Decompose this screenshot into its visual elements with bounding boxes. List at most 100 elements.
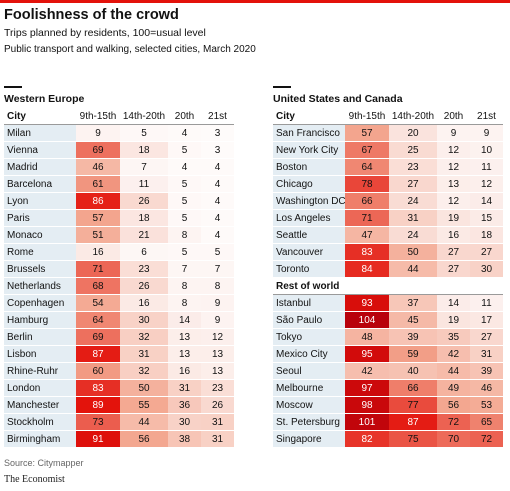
table-row: Copenhagen 54 16 8 9 [4,295,234,312]
heat-cell: 13 [168,346,201,363]
table-row: Seattle 47 24 16 18 [273,227,503,244]
heat-cell: 64 [76,312,120,329]
heat-cell: 82 [345,431,389,448]
table-row: Boston 64 23 12 11 [273,159,503,176]
heat-cell: 27 [470,329,503,346]
heat-cell: 56 [120,431,168,448]
heatmap-table: City 9th-15th 14th-20th 20th 21st San Fr… [273,109,503,448]
city-label: New York City [273,142,345,159]
heat-cell: 4 [201,227,234,244]
heat-cell: 14 [437,295,470,312]
column-header-city: City [4,109,76,125]
heat-cell: 69 [76,329,120,346]
heat-cell: 44 [389,261,437,278]
heat-cell: 5 [120,125,168,142]
city-label: Boston [273,159,345,176]
table-row: Moscow 98 77 56 53 [273,397,503,414]
city-label: Barcelona [4,176,76,193]
panel-title: Western Europe [4,93,85,105]
heat-cell: 56 [437,397,470,414]
heat-cell: 26 [201,397,234,414]
source-note: Source: Citymapper [4,458,84,468]
heat-cell: 44 [120,414,168,431]
heat-cell: 40 [389,363,437,380]
heat-cell: 51 [76,227,120,244]
city-label: Washington DC [273,193,345,210]
heat-cell: 32 [120,329,168,346]
table-row: Mexico City 95 59 42 31 [273,346,503,363]
heat-cell: 21 [120,227,168,244]
city-label: Chicago [273,176,345,193]
column-header-14th-20th: 14th-20th [389,109,437,125]
heat-cell: 23 [201,380,234,397]
chart-subtitle: Trips planned by residents, 100=usual le… [4,27,206,39]
heat-cell: 95 [345,346,389,363]
city-label: Seoul [273,363,345,380]
table-row: Berlin 69 32 13 12 [4,329,234,346]
heat-cell: 36 [168,397,201,414]
city-label: Milan [4,125,76,142]
table-row: Tokyo 48 39 35 27 [273,329,503,346]
heat-cell: 86 [76,193,120,210]
table-row: Singapore 82 75 70 72 [273,431,503,448]
heat-cell: 4 [168,159,201,176]
city-label: Seattle [273,227,345,244]
table-row: Lisbon 87 31 13 13 [4,346,234,363]
heat-cell: 66 [389,380,437,397]
city-label: Moscow [273,397,345,414]
city-label: St. Petersburg [273,414,345,431]
heat-cell: 11 [120,176,168,193]
city-label: Tokyo [273,329,345,346]
table-row: Washington DC 66 24 12 14 [273,193,503,210]
heat-cell: 60 [76,363,120,380]
heat-cell: 65 [470,414,503,431]
heat-cell: 87 [76,346,120,363]
heat-cell: 31 [201,431,234,448]
heat-cell: 98 [345,397,389,414]
heat-cell: 72 [437,414,470,431]
table-row: Manchester 89 55 36 26 [4,397,234,414]
heat-cell: 30 [168,414,201,431]
heat-cell: 71 [345,210,389,227]
column-header-20th: 20th [437,109,470,125]
heat-cell: 38 [168,431,201,448]
heat-cell: 10 [470,142,503,159]
table-row: Vienna 69 18 5 3 [4,142,234,159]
heat-cell: 16 [76,244,120,261]
heat-cell: 15 [470,210,503,227]
table-row: Stockholm 73 44 30 31 [4,414,234,431]
heat-cell: 78 [345,176,389,193]
heat-cell: 9 [201,312,234,329]
heat-cell: 18 [120,142,168,159]
heat-cell: 64 [345,159,389,176]
heat-cell: 7 [201,261,234,278]
heat-cell: 7 [120,159,168,176]
group-header-row: Rest of world [273,278,503,295]
heat-cell: 27 [437,244,470,261]
publisher-logo: The Economist [4,474,65,485]
heat-cell: 9 [470,125,503,142]
table-row: Netherlands 68 26 8 8 [4,278,234,295]
heat-cell: 39 [470,363,503,380]
table-row: Madrid 46 7 4 4 [4,159,234,176]
heat-cell: 71 [76,261,120,278]
heat-cell: 50 [120,380,168,397]
heat-cell: 26 [120,193,168,210]
heat-cell: 30 [120,312,168,329]
city-label: Lisbon [4,346,76,363]
heat-cell: 5 [168,176,201,193]
heat-cell: 19 [437,210,470,227]
heat-cell: 31 [201,414,234,431]
table-row: Hamburg 64 30 14 9 [4,312,234,329]
table-row: St. Petersburg 101 87 72 65 [273,414,503,431]
city-label: London [4,380,76,397]
heat-cell: 47 [345,227,389,244]
group-label: Rest of world [273,278,503,295]
panel-rule [273,86,291,88]
heat-cell: 17 [470,312,503,329]
heat-cell: 27 [470,244,503,261]
heat-cell: 11 [470,159,503,176]
chart-title: Foolishness of the crowd [4,7,179,23]
heat-cell: 32 [120,363,168,380]
heat-cell: 61 [76,176,120,193]
